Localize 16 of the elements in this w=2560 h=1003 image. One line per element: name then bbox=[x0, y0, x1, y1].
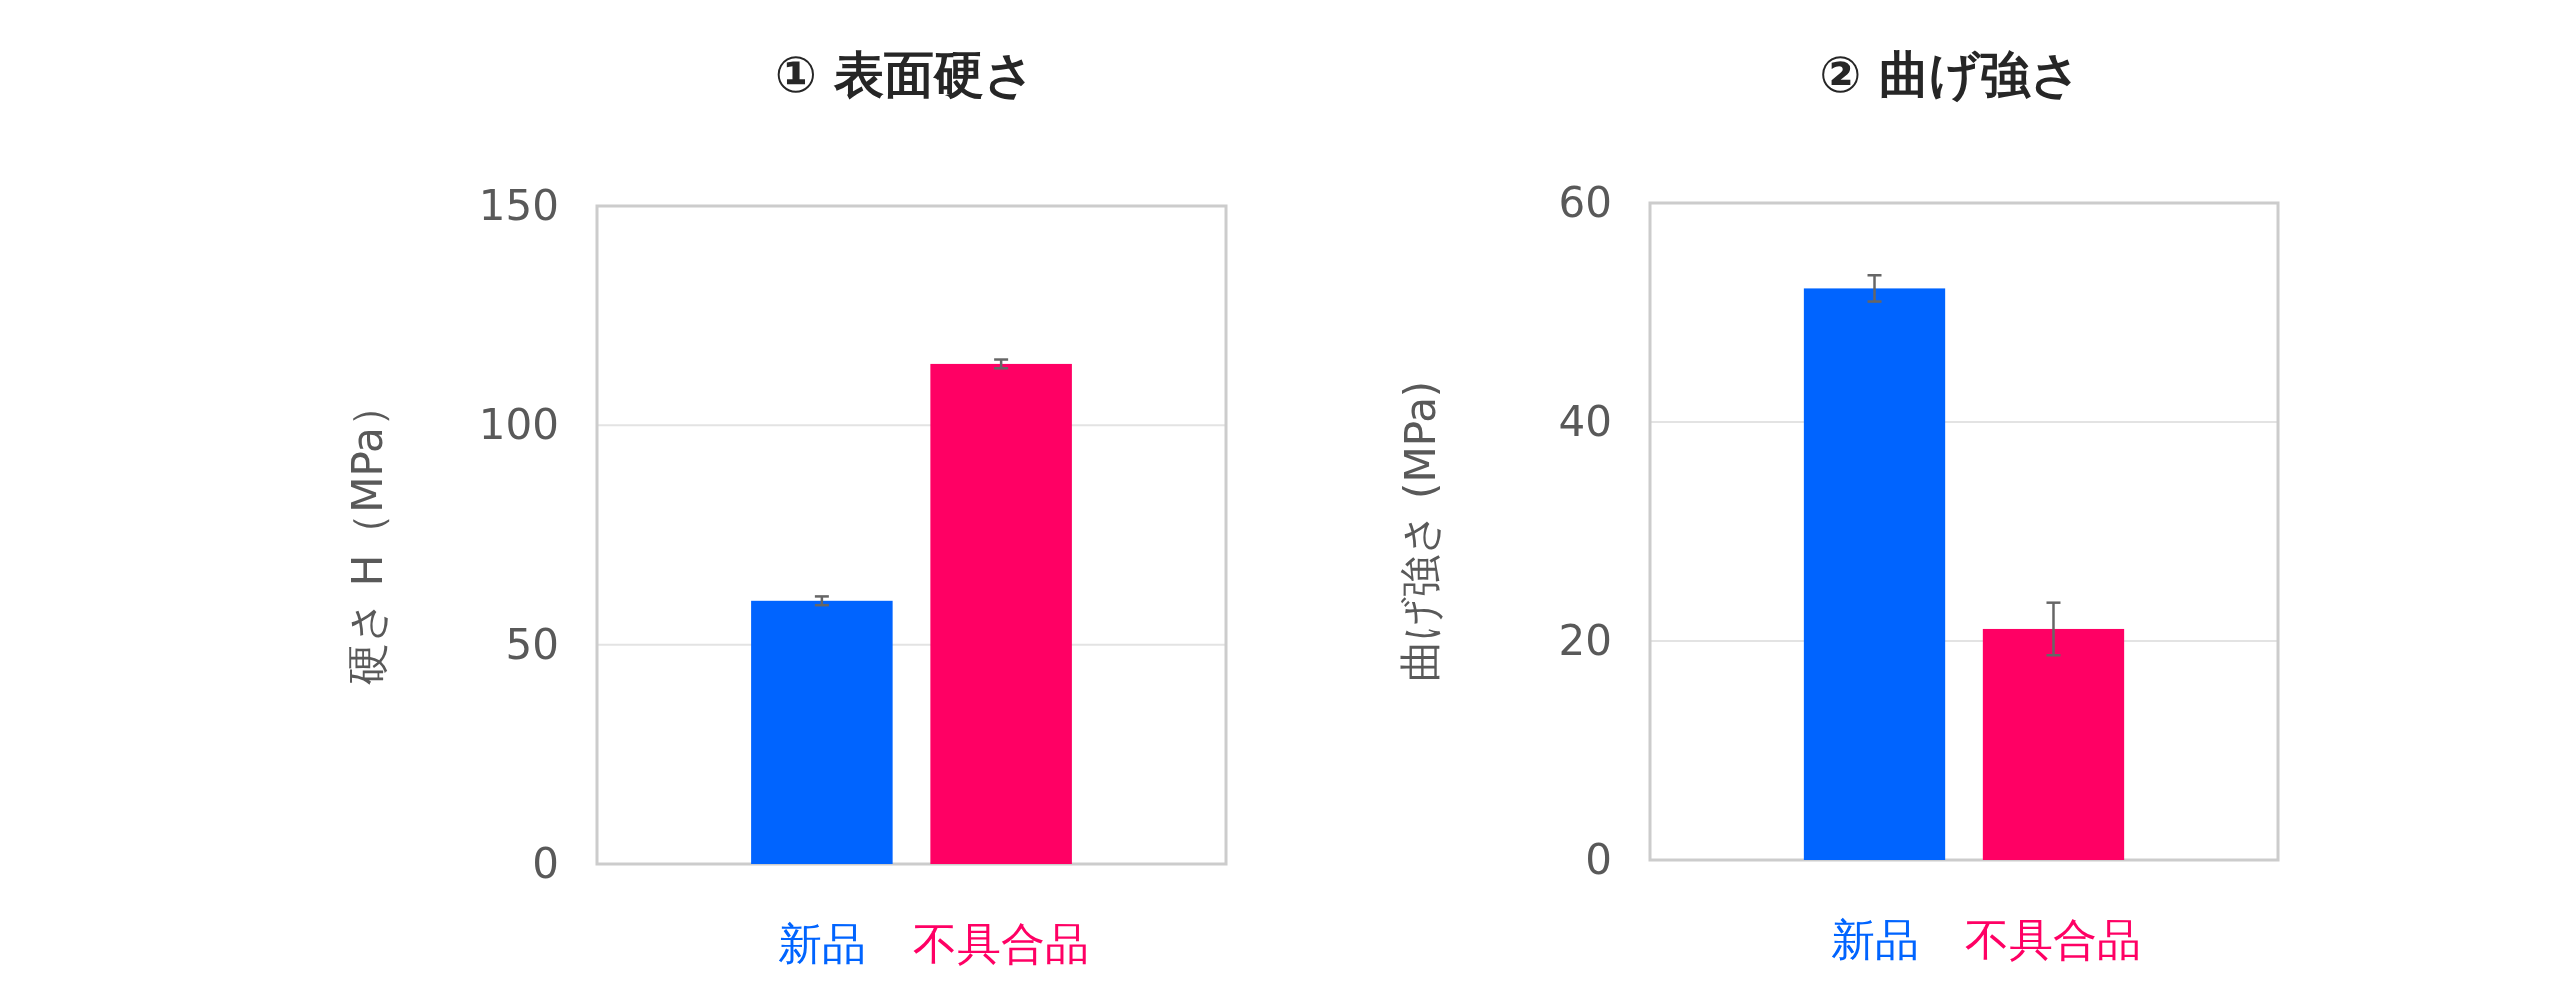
y-tick-label: 60 bbox=[1558, 178, 1612, 227]
y-axis-title: 硬さ H（MPa） bbox=[343, 385, 392, 685]
y-tick-label: 150 bbox=[478, 181, 559, 230]
chart-title: ① 表面硬さ bbox=[774, 46, 1036, 104]
y-tick-label: 0 bbox=[1585, 835, 1612, 884]
x-tick-label: 不具合品 bbox=[913, 918, 1090, 969]
y-tick-label: 40 bbox=[1558, 397, 1612, 446]
x-tick-label: 不具合品 bbox=[1965, 914, 2142, 965]
y-tick-label: 0 bbox=[532, 839, 559, 888]
y-tick-label: 20 bbox=[1558, 616, 1612, 665]
x-tick-label: 新品 bbox=[777, 918, 866, 969]
y-tick-label: 50 bbox=[505, 619, 559, 669]
y-axis-title: 曲げ強さ (MPa) bbox=[1396, 380, 1445, 683]
y-tick-label: 100 bbox=[478, 400, 559, 450]
x-tick-label: 新品 bbox=[1830, 914, 1919, 965]
chart-title: ② 曲げ強さ bbox=[1819, 46, 2081, 104]
